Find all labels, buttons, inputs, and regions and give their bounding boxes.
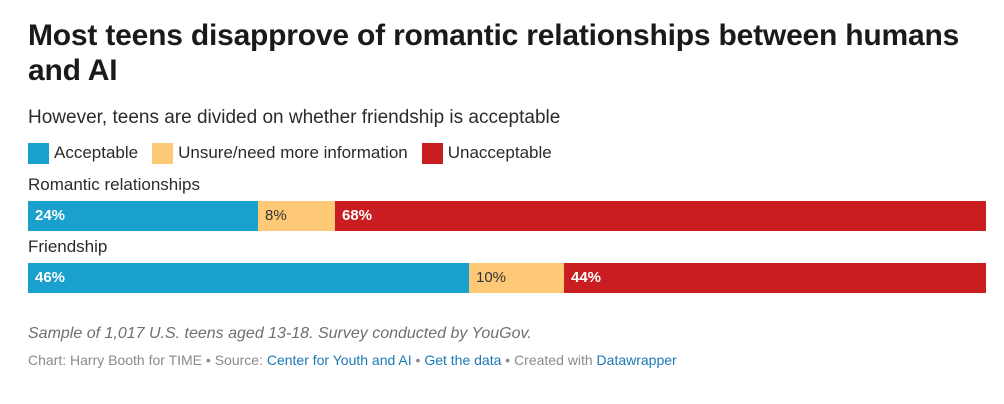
bar-segment-acceptable — [28, 201, 258, 231]
bar-segment-unsure-need-more-information — [258, 201, 335, 231]
chart-legend: Acceptable Unsure/need more information … — [28, 142, 986, 164]
data-label-unsure-need-more-information: 8% — [265, 207, 287, 224]
stacked-bar-romantic: 24% 8% 68% — [28, 201, 986, 231]
data-label-acceptable: 46% — [35, 269, 66, 286]
legend-swatch-unsure — [152, 142, 174, 164]
legend-item-acceptable: Acceptable — [28, 142, 139, 164]
legend-swatch-unacceptable — [421, 142, 443, 164]
chart-notes: Sample of 1,017 U.S. teens aged 13-18. S… — [28, 325, 532, 342]
row-label-romantic: Romantic relationships — [28, 175, 200, 194]
row-label-friendship: Friendship — [28, 237, 108, 256]
bar-segment-unacceptable — [564, 263, 986, 293]
bar-row-friendship: Friendship 46% 10% 44% — [28, 237, 986, 293]
chart-container: Most teens disapprove of romantic relati… — [28, 18, 986, 369]
legend-label-acceptable: Acceptable — [54, 143, 139, 162]
datawrapper-link[interactable]: Datawrapper — [596, 352, 677, 368]
legend-label-unacceptable: Unacceptable — [447, 143, 552, 162]
data-label-unacceptable: 44% — [571, 269, 602, 286]
chart-credits: Chart: Harry Booth for TIME • Source: Ce… — [28, 351, 986, 369]
bar-segment-unsure-need-more-information — [469, 263, 564, 293]
data-label-acceptable: 24% — [35, 207, 66, 224]
data-label-unsure-need-more-information: 10% — [476, 269, 507, 286]
chart-title: Most teens disapprove of romantic relati… — [28, 19, 960, 87]
credit-separator: • — [411, 352, 425, 368]
credit-source-prefix: Source: — [214, 352, 267, 368]
data-label-unacceptable: 68% — [342, 207, 373, 224]
get-data-link[interactable]: Get the data — [424, 352, 502, 368]
source-link[interactable]: Center for Youth and AI — [266, 352, 412, 368]
bar-segment-unacceptable — [335, 201, 986, 231]
legend-item-unsure: Unsure/need more information — [152, 142, 408, 164]
legend-label-unsure: Unsure/need more information — [178, 143, 408, 162]
credit-separator: • — [202, 352, 215, 368]
bar-chart: Romantic relationships 24% 8% 68% Friendsh… — [28, 175, 986, 293]
bar-segment-acceptable — [28, 263, 469, 293]
legend-swatch-acceptable — [28, 142, 49, 164]
stacked-bar-friendship: 46% 10% 44% — [28, 263, 986, 293]
bar-row-romantic: Romantic relationships 24% 8% 68% — [28, 175, 986, 231]
credit-separator: • — [501, 352, 515, 368]
credit-created-prefix: Created with — [514, 352, 597, 368]
chart-subtitle: However, teens are divided on whether fr… — [28, 107, 561, 128]
legend-item-unacceptable: Unacceptable — [421, 142, 552, 164]
credit-author: Chart: Harry Booth for TIME — [28, 352, 203, 368]
